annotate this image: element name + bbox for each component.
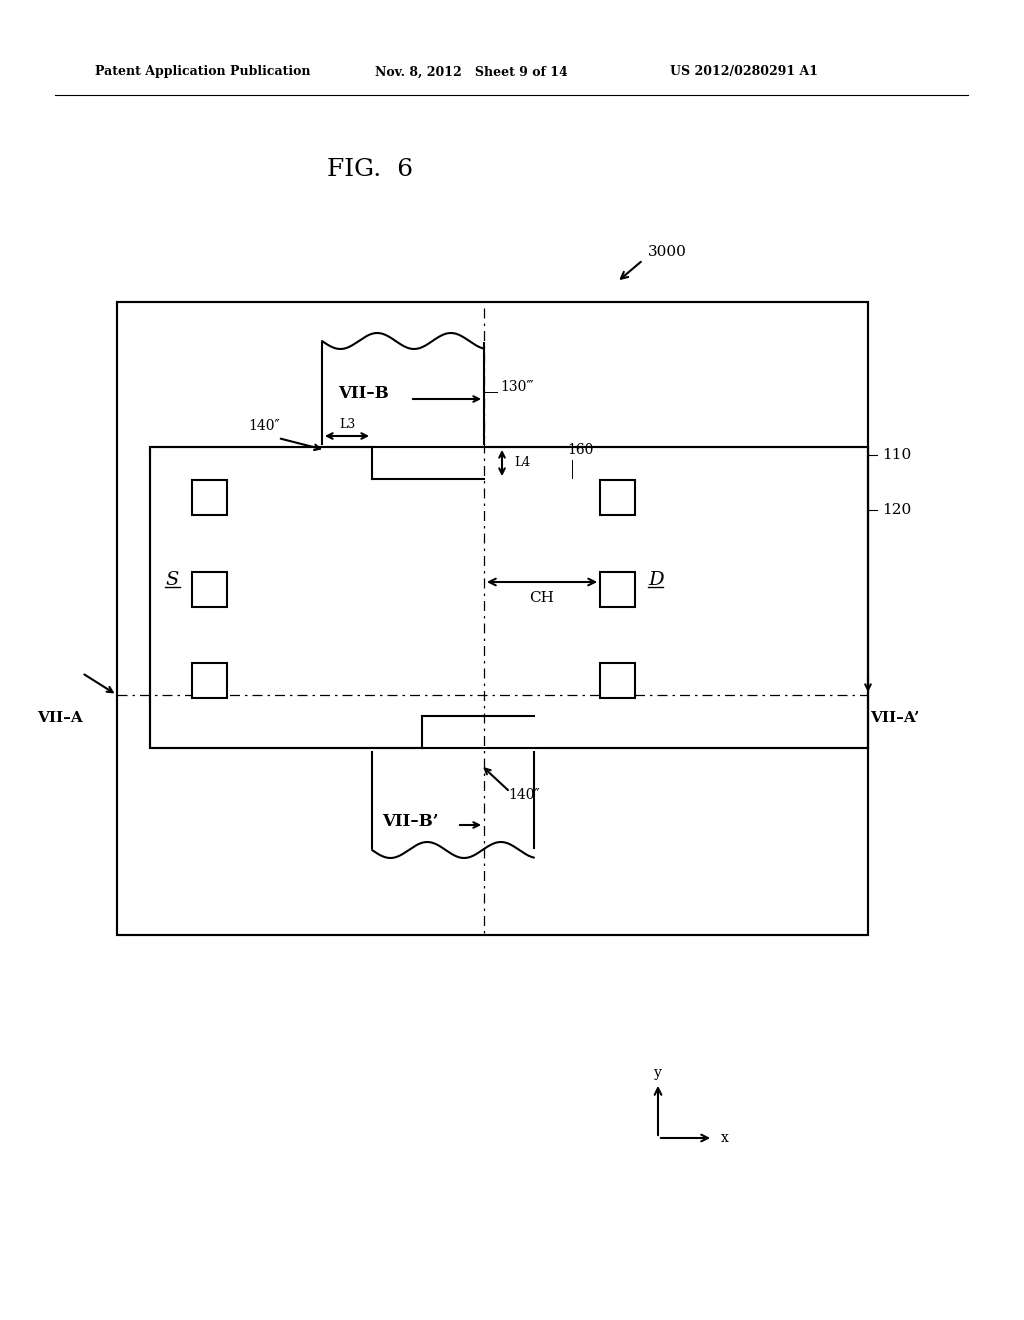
Bar [117, 302, 868, 935]
Text: L4: L4 [514, 457, 530, 470]
Text: 140″: 140″ [248, 418, 280, 433]
Text: VII–B’: VII–B’ [382, 813, 438, 830]
Text: D: D [648, 572, 664, 589]
Text: L3: L3 [339, 417, 355, 430]
Text: 160: 160 [567, 444, 593, 457]
Text: y: y [654, 1067, 662, 1080]
Text: 110: 110 [882, 447, 911, 462]
Text: 3000: 3000 [648, 246, 687, 259]
Text: CH: CH [529, 591, 554, 605]
Bar [150, 447, 868, 748]
Text: 140″: 140″ [508, 788, 540, 803]
Bar [117, 302, 868, 935]
Text: VII–A: VII–A [37, 711, 83, 725]
Bar [193, 663, 227, 698]
Text: Nov. 8, 2012   Sheet 9 of 14: Nov. 8, 2012 Sheet 9 of 14 [375, 66, 567, 78]
Text: 130‴: 130‴ [500, 380, 534, 393]
Text: FIG.  6: FIG. 6 [327, 158, 413, 181]
Bar [600, 480, 635, 515]
Text: S: S [165, 572, 178, 589]
Bar [193, 480, 227, 515]
Bar [150, 447, 868, 748]
Text: 120: 120 [882, 503, 911, 517]
Text: VII–B: VII–B [338, 384, 389, 401]
Text: US 2012/0280291 A1: US 2012/0280291 A1 [670, 66, 818, 78]
Bar [193, 572, 227, 607]
Bar [600, 663, 635, 698]
Bar [600, 572, 635, 607]
Text: Patent Application Publication: Patent Application Publication [95, 66, 310, 78]
Text: VII–A’: VII–A’ [870, 711, 920, 725]
Text: x: x [721, 1131, 729, 1144]
